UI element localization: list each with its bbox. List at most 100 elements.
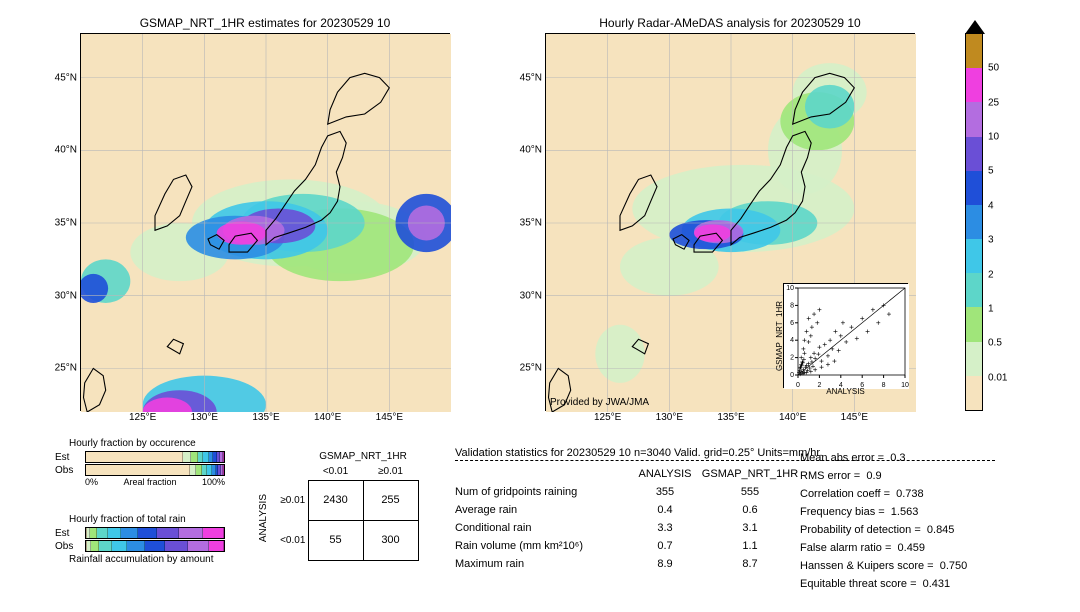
metric-row: Equitable threat score = 0.431 (800, 575, 1030, 593)
colorbar-arrow-icon (965, 20, 985, 34)
confusion-col-header: GSMAP_NRT_1HR (308, 448, 418, 464)
attribution-text: Provided by JWA/JMA (550, 397, 649, 408)
metric-row: Correlation coeff = 0.738 (800, 485, 1030, 503)
colorbar-label: 2 (982, 269, 994, 280)
map-analysis: Hourly Radar-AMeDAS analysis for 2023052… (545, 33, 915, 411)
colorbar-label: 0.01 (982, 372, 1007, 383)
scatter-ylabel: GSMAP_NRT_1HR (765, 300, 784, 370)
hbar-segment (188, 541, 209, 551)
confusion-row-label: <0.01 (278, 520, 308, 560)
hbar-segment (91, 541, 99, 551)
hbar-segment (90, 528, 97, 538)
hbar-segment (86, 452, 183, 462)
stat-value: 0.7 (630, 537, 700, 555)
metric-label: Probability of detection = (800, 524, 921, 536)
svg-text:0: 0 (790, 372, 794, 379)
hbar-axis-right: 100% (202, 477, 225, 487)
colorbar-label: 5 (982, 166, 994, 177)
hbar-segment (190, 465, 197, 475)
confusion-col-label: <0.01 (308, 464, 363, 480)
hbar-occurrence-obs (85, 464, 225, 476)
metric-label: Equitable threat score = (800, 578, 917, 590)
colorbar-segment (966, 68, 982, 102)
map-xtick: 125°E (594, 410, 621, 423)
colorbar-segment (966, 307, 982, 341)
map-gsmap: GSMAP_NRT_1HR estimates for 20230529 10 … (80, 33, 450, 411)
colorbar-label: 25 (982, 97, 999, 108)
confusion-cell: 300 (363, 520, 418, 560)
metric-value: 0.431 (917, 578, 951, 590)
stat-label: Num of gridpoints raining (455, 483, 630, 501)
stat-header: GSMAP_NRT_1HR (700, 465, 800, 483)
hbar-segment (179, 528, 204, 538)
metric-value: 0.3 (884, 452, 905, 464)
scatter-canvas: 00224466881010 (784, 284, 909, 389)
map-xtick: 130°E (191, 410, 218, 423)
colorbar-segment (966, 171, 982, 205)
colorbar-segment (966, 34, 982, 68)
hbar-segment (112, 541, 127, 551)
colorbar-segment (966, 102, 982, 136)
map-xtick: 140°E (779, 410, 806, 423)
stat-label: Rain volume (mm km²10⁶) (455, 537, 630, 555)
colorbar-segment (966, 137, 982, 171)
hbar-row-label: Obs (55, 541, 85, 552)
metric-label: Hanssen & Kuipers score = (800, 560, 934, 572)
hbar-occurrence-est (85, 451, 225, 463)
stat-value: 1.1 (700, 537, 800, 555)
metric-value: 0.459 (891, 542, 925, 554)
colorbar-segment (966, 376, 982, 410)
hbar-row-label: Est (55, 452, 85, 463)
confusion-cell: 2430 (308, 480, 363, 520)
hbar-segment (97, 528, 108, 538)
map-xtick: 130°E (656, 410, 683, 423)
metric-label: RMS error = (800, 470, 860, 482)
hbar-axis-mid: Areal fraction (123, 477, 176, 487)
hbar-segment (138, 528, 157, 538)
hbar-segment (121, 528, 137, 538)
colorbar-label: 0.5 (982, 338, 1002, 349)
hbar-segment (157, 528, 179, 538)
hbar-segment (86, 465, 190, 475)
metric-value: 0.845 (921, 524, 955, 536)
hbar-row-label: Obs (55, 465, 85, 476)
confusion-row-label: ≥0.01 (278, 480, 308, 520)
svg-text:2: 2 (790, 355, 794, 362)
hbar-axis-left: 0% (85, 477, 98, 487)
map-gsmap-canvas (81, 34, 451, 412)
metric-row: Hanssen & Kuipers score = 0.750 (800, 557, 1030, 575)
validation-stats: Validation statistics for 20230529 10 n=… (455, 447, 1030, 593)
colorbar-label: 4 (982, 200, 994, 211)
stat-value: 3.3 (630, 519, 700, 537)
hbar-segment (209, 541, 224, 551)
metric-row: Frequency bias = 1.563 (800, 503, 1030, 521)
hbar-segment (165, 541, 188, 551)
metric-value: 1.563 (885, 506, 919, 518)
stat-value: 0.6 (700, 501, 800, 519)
hbar-row-label: Est (55, 528, 85, 539)
hbar-segment (203, 528, 224, 538)
metric-label: False alarm ratio = (800, 542, 891, 554)
map-xtick: 140°E (314, 410, 341, 423)
map-xtick: 135°E (252, 410, 279, 423)
stat-label: Average rain (455, 501, 630, 519)
hbar-segment (223, 452, 224, 462)
stat-value: 8.7 (700, 555, 800, 573)
map-ytick: 35°N (520, 218, 546, 229)
hbar-segment (108, 528, 122, 538)
map-ytick: 30°N (520, 290, 546, 301)
stat-value: 0.4 (630, 501, 700, 519)
map-ytick: 45°N (520, 72, 546, 83)
svg-text:2: 2 (817, 382, 821, 389)
fraction-occurrence-title: Hourly fraction by occurence (69, 438, 225, 449)
stat-label: Conditional rain (455, 519, 630, 537)
hbar-axis: 0% Areal fraction 100% (85, 477, 225, 487)
stat-value: 355 (630, 483, 700, 501)
svg-text:6: 6 (790, 320, 794, 327)
map-ytick: 25°N (55, 363, 81, 374)
colorbar-label: 10 (982, 132, 999, 143)
stat-header: ANALYSIS (630, 465, 700, 483)
hbar-segment (99, 541, 111, 551)
hbar-segment (223, 465, 224, 475)
map-xtick: 135°E (717, 410, 744, 423)
